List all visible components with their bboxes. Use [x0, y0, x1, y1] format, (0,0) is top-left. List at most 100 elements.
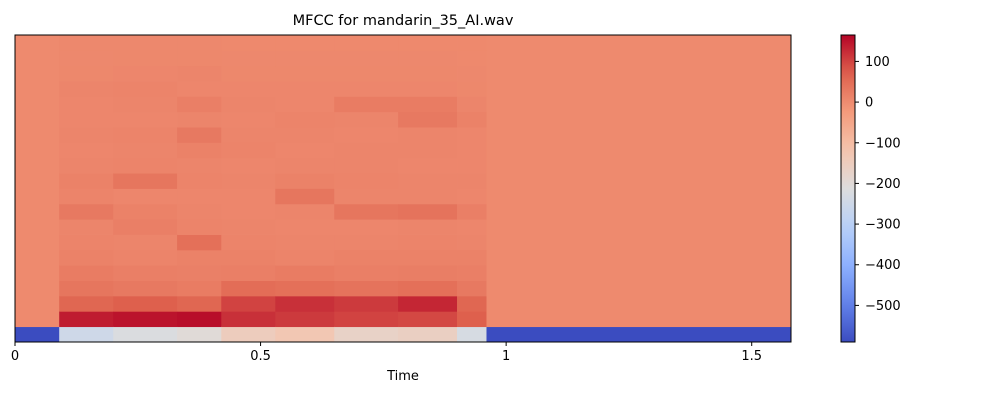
heatmap-cell — [275, 81, 335, 97]
heatmap-cell — [486, 188, 792, 205]
heatmap-cell — [457, 326, 487, 343]
heatmap-cell — [398, 188, 458, 205]
heatmap-cell — [221, 280, 276, 297]
colorbar-tick-label: −400 — [865, 258, 901, 273]
colorbar-tick-label: −100 — [865, 136, 901, 151]
heatmap-cell — [221, 81, 276, 97]
heatmap-cell — [221, 234, 276, 251]
heatmap-cell — [15, 157, 60, 174]
x-axis: 0 0.5 1 1.5 — [11, 342, 762, 364]
heatmap-cell — [457, 35, 487, 51]
heatmap-cell — [59, 280, 114, 297]
heatmap-cell — [221, 142, 276, 159]
heatmap-cell — [486, 35, 792, 51]
heatmap-cell — [457, 203, 487, 220]
heatmap-cell — [221, 173, 276, 189]
heatmap-cell — [221, 65, 276, 82]
heatmap-cell — [275, 234, 335, 251]
heatmap-cell — [15, 96, 60, 113]
heatmap-cell — [334, 295, 399, 312]
heatmap-cell — [398, 326, 458, 343]
x-tick-label: 1 — [502, 349, 510, 364]
heatmap-cell — [398, 65, 458, 82]
heatmap-cell — [457, 249, 487, 266]
x-tick-label: 1.5 — [741, 349, 762, 364]
heatmap-cell — [275, 111, 335, 128]
heatmap-cell — [59, 311, 114, 328]
heatmap-cell — [113, 142, 178, 159]
heatmap-cell — [398, 81, 458, 97]
heatmap-cell — [113, 157, 178, 174]
heatmap-cell — [177, 326, 222, 343]
heatmap-cell — [275, 265, 335, 281]
x-tick-label: 0.5 — [250, 349, 271, 364]
heatmap-cell — [221, 127, 276, 143]
heatmap-cell — [334, 157, 399, 174]
heatmap-cell — [177, 111, 222, 128]
heatmap-cell — [275, 188, 335, 205]
heatmap-cell — [177, 265, 222, 281]
colorbar-tick-label: −300 — [865, 218, 901, 233]
heatmap-cell — [334, 142, 399, 159]
heatmap-cell — [59, 295, 114, 312]
heatmap-cell — [398, 157, 458, 174]
heatmap-cell — [486, 173, 792, 189]
heatmap-cell — [59, 96, 114, 113]
heatmap-cell — [275, 295, 335, 312]
heatmap-cell — [113, 50, 178, 67]
heatmap-cell — [334, 265, 399, 281]
heatmap-cell — [334, 173, 399, 189]
heatmap-cell — [486, 111, 792, 128]
heatmap-cell — [457, 173, 487, 189]
heatmap-cell — [334, 311, 399, 328]
heatmap-cell — [334, 127, 399, 143]
heatmap-cell — [15, 265, 60, 281]
heatmap-cell — [59, 142, 114, 159]
heatmap-cell — [275, 65, 335, 82]
heatmap-cell — [177, 65, 222, 82]
heatmap-cell — [457, 311, 487, 328]
heatmap-cell — [457, 280, 487, 297]
heatmap-cell — [398, 96, 458, 113]
heatmap-cell — [15, 249, 60, 266]
heatmap-cell — [486, 142, 792, 159]
heatmap-cell — [15, 81, 60, 97]
heatmap-cell — [275, 219, 335, 235]
heatmap-cell — [15, 311, 60, 328]
heatmap-cell — [398, 219, 458, 235]
heatmap-cell — [486, 96, 792, 113]
heatmap-cell — [334, 249, 399, 266]
heatmap-cell — [221, 265, 276, 281]
heatmap-cell — [59, 188, 114, 205]
heatmap-cell — [334, 326, 399, 343]
heatmap-cell — [59, 65, 114, 82]
heatmap-cell — [486, 157, 792, 174]
heatmap-cell — [334, 203, 399, 220]
heatmap-cell — [457, 81, 487, 97]
heatmap-cell — [221, 311, 276, 328]
heatmap-cell — [486, 280, 792, 297]
colorbar-tick-label: −200 — [865, 177, 901, 192]
heatmap-cell — [334, 35, 399, 51]
heatmap-cell — [457, 234, 487, 251]
heatmap-cell — [398, 311, 458, 328]
heatmap-cell — [334, 234, 399, 251]
heatmap-cell — [334, 81, 399, 97]
heatmap-cell — [177, 81, 222, 97]
heatmap-cell — [221, 111, 276, 128]
heatmap-cell — [113, 311, 178, 328]
heatmap-cell — [177, 234, 222, 251]
heatmap-cell — [486, 295, 792, 312]
heatmap-cell — [59, 111, 114, 128]
heatmap-cell — [113, 65, 178, 82]
heatmap-cell — [457, 157, 487, 174]
heatmap-cell — [457, 50, 487, 67]
heatmap-cell — [457, 265, 487, 281]
heatmap-cell — [15, 326, 60, 343]
heatmap-cell — [59, 265, 114, 281]
heatmap-cell — [113, 280, 178, 297]
heatmap-cell — [177, 219, 222, 235]
heatmap-cell — [113, 188, 178, 205]
heatmap-cell — [221, 96, 276, 113]
heatmap-cell — [275, 173, 335, 189]
